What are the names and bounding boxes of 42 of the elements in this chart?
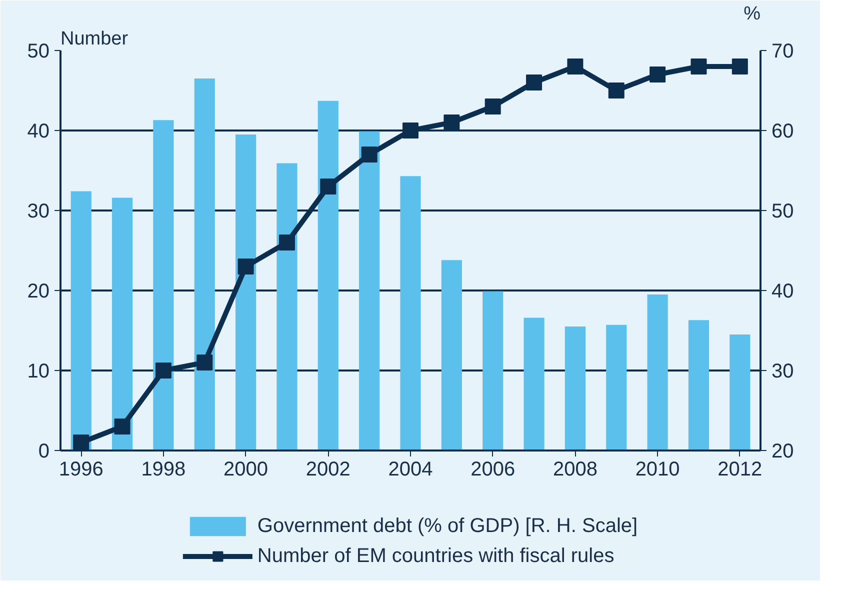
point [73,434,90,450]
y-tick-label: 10 [27,360,50,382]
y-tick-label: 20 [27,280,50,302]
y-axis-title: Number [60,28,129,50]
point [402,122,418,138]
point [567,58,584,74]
y2-tick-label: 20 [772,440,794,462]
point [444,114,460,130]
point [196,354,213,370]
y2-tick-label: 40 [772,280,794,302]
y-tick-label: 30 [27,200,50,222]
point [484,98,501,114]
x-tick-label: 2002 [306,458,350,480]
y2-tick-label: 60 [772,120,794,142]
y-tick-label: 40 [27,120,50,142]
x-tick-label: 2010 [635,458,680,480]
legend-label: Government debt (% of GDP) [R. H. Scale] [257,514,638,538]
legend-label: Number of EM countries with fiscal rules [257,544,614,568]
point [238,258,254,274]
x-tick-label: 1998 [141,458,186,480]
point [155,362,172,378]
point [361,146,378,162]
point [650,66,666,82]
x-tick-label: 2000 [224,458,268,480]
x-tick-label: 2008 [552,458,598,480]
point [526,74,542,90]
y2-axis-title: % [744,4,761,24]
x-tick-label: 2004 [388,458,433,480]
y2-tick-label: 30 [772,360,794,382]
point [320,178,336,194]
point [114,418,130,434]
x-tick-label: 2006 [470,458,516,480]
y-tick-label: 50 [27,40,50,62]
y-tick-label: 0 [38,440,50,462]
y2-tick-label: 50 [772,200,794,222]
point [608,82,624,98]
point [690,58,707,74]
y2-tick-label: 70 [772,40,794,62]
x-tick-label: 2012 [718,458,762,480]
x-tick-label: 1996 [58,458,104,480]
point [278,234,295,250]
point [732,58,748,74]
